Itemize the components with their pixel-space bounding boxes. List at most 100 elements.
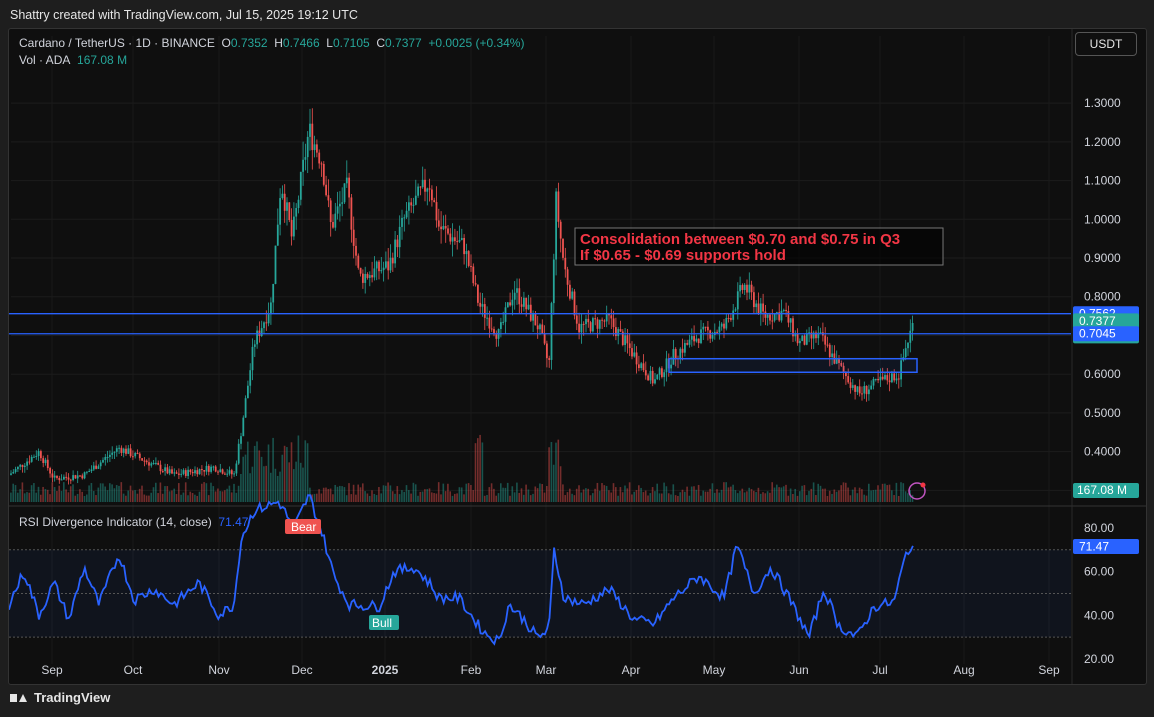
candle (322, 164, 325, 185)
candle (228, 470, 231, 474)
volume-bar (35, 492, 37, 502)
candle (417, 186, 419, 196)
volume-bar (525, 484, 527, 502)
volume-bar (543, 492, 546, 502)
candle (527, 304, 530, 310)
volume-bar (279, 471, 281, 502)
volume-bar (210, 482, 212, 502)
volume-bar (886, 485, 888, 502)
candle (76, 475, 79, 479)
candle (773, 313, 776, 321)
candle (845, 371, 847, 377)
candle (759, 303, 762, 314)
volume-bar (380, 493, 382, 502)
volume-bar (902, 483, 905, 502)
candle (810, 332, 813, 339)
volume-bar (405, 485, 408, 502)
volume-bar (329, 488, 332, 502)
candle (532, 313, 534, 321)
candle (210, 466, 212, 472)
candle (626, 335, 629, 344)
candle (189, 469, 192, 472)
candle (470, 265, 472, 267)
candle (835, 358, 838, 364)
candle (877, 378, 879, 381)
volume-bar (486, 494, 488, 502)
candle (359, 267, 362, 274)
candle (106, 456, 109, 458)
volume-bar (672, 484, 675, 502)
volume-bar (907, 493, 909, 502)
volume-bar (493, 488, 495, 502)
candle (700, 329, 702, 344)
volume-bar (83, 495, 86, 502)
volume-bar (541, 484, 543, 502)
volume-label: Vol · ADA (19, 53, 71, 67)
volume-bar (260, 456, 263, 502)
volume-bar (161, 493, 164, 502)
volume-bar (753, 490, 755, 502)
volume-bar (483, 495, 486, 502)
volume-bar (242, 456, 244, 502)
time-tick-label: Apr (622, 663, 641, 677)
volume-bar (320, 493, 323, 502)
candle (19, 464, 22, 467)
chart-svg[interactable]: 1.3000 1.2000 1.1000 1.0000 0.9000 0.8000 0.70… (9, 29, 1146, 684)
candle (17, 466, 19, 470)
candle (778, 312, 781, 321)
rsi-value: 71.47 (218, 515, 249, 529)
candle (808, 332, 810, 334)
candle (375, 261, 378, 269)
volume-bar (33, 483, 35, 502)
change-value: +0.0025 (+0.34%) (428, 36, 525, 50)
volume-bar (479, 434, 481, 502)
volume-bar (189, 491, 192, 502)
volume-bar (778, 487, 780, 502)
volume-bar (495, 495, 497, 502)
candle (352, 229, 355, 246)
volume-bar (437, 482, 440, 502)
volume-bar (456, 493, 458, 502)
volume-bar (157, 493, 159, 502)
volume-bar (787, 495, 790, 502)
volume-bar (378, 487, 380, 502)
chart-panel[interactable]: 1.3000 1.2000 1.1000 1.0000 0.9000 0.8000 0.70… (8, 28, 1147, 685)
candle (718, 326, 721, 333)
volume-bar (201, 483, 203, 502)
candle (428, 188, 431, 190)
volume-bar (626, 488, 629, 502)
candle (283, 193, 286, 211)
volume-bar (709, 488, 711, 502)
volume-bar (357, 484, 359, 502)
volume-bar (221, 491, 224, 502)
candle (679, 348, 682, 359)
open-value: 0.7352 (230, 36, 268, 50)
candle (187, 469, 189, 476)
candle (819, 332, 822, 334)
candle (102, 459, 104, 463)
candle (86, 471, 88, 473)
volume-bar (311, 494, 313, 502)
candle (184, 470, 187, 476)
rsi-tick-label: 60.00 (1084, 565, 1114, 579)
candle (345, 177, 348, 184)
candle (891, 373, 893, 383)
volume-bar (58, 485, 60, 502)
volume-bar (217, 488, 219, 502)
volume-bar (575, 488, 578, 502)
candle (870, 385, 873, 390)
candle (433, 200, 436, 203)
candle (414, 195, 417, 205)
volume-bar (256, 441, 258, 502)
volume-bar (368, 495, 371, 502)
candle (366, 273, 369, 278)
volume-bar (106, 490, 109, 502)
candle (127, 448, 130, 454)
time-tick-label: Mar (536, 663, 557, 677)
volume-bar (343, 487, 346, 502)
currency-button[interactable]: USDT (1075, 32, 1137, 56)
rsi-title[interactable]: RSI Divergence Indicator (14, close) (19, 515, 212, 529)
symbol-label[interactable]: Cardano / TetherUS · 1D · BINANCE (19, 36, 215, 50)
volume-bar (773, 487, 776, 502)
footer-brand[interactable]: TradingView (10, 690, 110, 705)
